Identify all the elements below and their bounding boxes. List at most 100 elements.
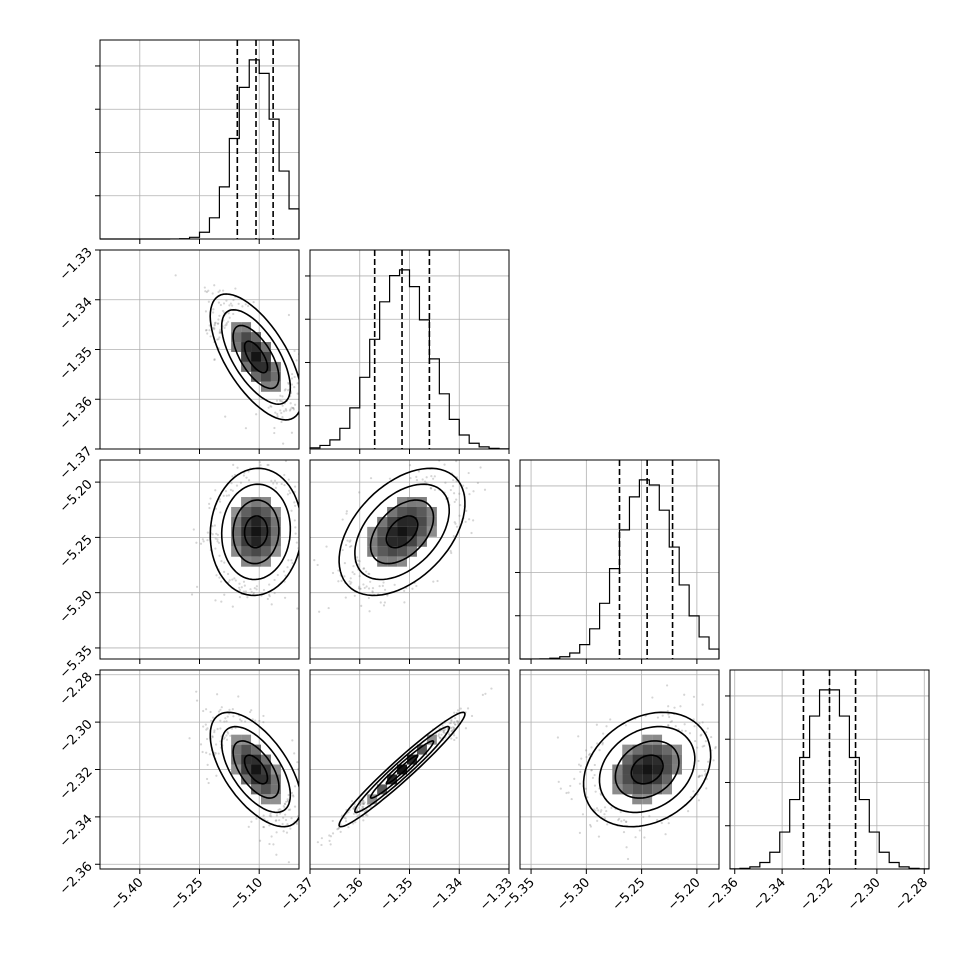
- scatter-point: [270, 405, 273, 408]
- density-cell: [632, 764, 643, 775]
- scatter-point: [383, 588, 387, 591]
- scatter-point: [234, 579, 237, 582]
- scatter-point: [303, 794, 305, 796]
- x-tick-label: −1.35: [378, 875, 417, 914]
- scatter-point: [270, 835, 273, 838]
- scatter-point: [346, 539, 349, 542]
- scatter-point: [701, 703, 704, 706]
- scatter-point: [287, 793, 290, 797]
- scatter-point: [423, 480, 427, 483]
- density-cell: [231, 332, 242, 343]
- scatter-point: [250, 709, 253, 712]
- x-tick-label: −2.30: [845, 875, 884, 914]
- density-cell: [251, 497, 261, 507]
- scatter-point: [229, 488, 233, 491]
- scatter-point: [452, 535, 455, 538]
- scatter-point: [282, 442, 285, 445]
- x-tick-label: −1.37: [278, 875, 317, 914]
- scatter-point: [581, 813, 585, 816]
- scatter-point: [222, 494, 225, 497]
- density-cell: [270, 794, 281, 805]
- contour-line: [232, 324, 280, 390]
- scatter-point: [602, 732, 605, 735]
- scatter-panel-1-3: [95, 451, 302, 664]
- scatter-point: [257, 451, 259, 453]
- scatter-point: [268, 814, 271, 817]
- scatter-point: [208, 506, 211, 510]
- scatter-point: [242, 580, 246, 583]
- density-cell: [231, 506, 242, 517]
- scatter-point: [294, 504, 297, 507]
- density-cell: [397, 506, 408, 517]
- scatter-point: [217, 338, 220, 341]
- scatter-point: [208, 329, 211, 332]
- density-cell: [377, 526, 388, 537]
- scatter-point: [603, 817, 607, 820]
- contour-line: [220, 483, 292, 581]
- scatter-point: [356, 556, 359, 559]
- scatter-point: [661, 714, 664, 717]
- scatter-point: [268, 595, 271, 598]
- scatter-point: [225, 720, 228, 723]
- scatter-point: [706, 760, 710, 763]
- scatter-point: [656, 716, 660, 719]
- density-cell: [632, 794, 643, 805]
- scatter-point: [465, 486, 468, 490]
- scatter-point: [455, 525, 459, 528]
- scatter-point: [268, 824, 271, 827]
- scatter-point: [222, 302, 226, 305]
- density-cell: [270, 516, 281, 527]
- scatter-point: [235, 484, 239, 487]
- scatter-point: [213, 358, 216, 361]
- scatter-point: [287, 861, 290, 864]
- scatter-point: [282, 816, 285, 819]
- scatter-point: [290, 406, 293, 409]
- scatter-point: [268, 583, 271, 586]
- scatter-point: [247, 479, 251, 482]
- scatter-point: [205, 290, 209, 294]
- scatter-point: [208, 502, 211, 506]
- x-tick-label: −5.40: [108, 875, 147, 914]
- scatter-point: [371, 590, 374, 593]
- scatter-point: [188, 737, 191, 740]
- scatter-point: [465, 509, 468, 512]
- scatter-point: [559, 787, 562, 790]
- density-cell: [652, 764, 663, 775]
- density-cell: [241, 516, 252, 527]
- x-tick-label: −5.20: [665, 875, 704, 914]
- scatter-point: [680, 729, 684, 732]
- histogram-line: [519, 479, 720, 660]
- scatter-point: [289, 827, 292, 830]
- scatter-point: [272, 843, 275, 846]
- x-tick-label: −5.30: [554, 875, 593, 914]
- scatter-point: [703, 744, 706, 747]
- scatter-point: [606, 823, 609, 826]
- contour-line: [582, 711, 712, 828]
- scatter-point: [358, 574, 361, 578]
- scatter-point: [273, 578, 276, 582]
- scatter-point: [336, 828, 339, 831]
- scatter-point: [238, 586, 241, 589]
- scatter-point: [219, 331, 222, 334]
- scatter-point: [453, 720, 456, 724]
- scatter-point: [610, 806, 613, 809]
- scatter-point: [417, 470, 420, 473]
- panel-border: [99, 249, 300, 450]
- scatter-point: [279, 400, 283, 403]
- scatter-point: [352, 807, 355, 810]
- scatter-point: [361, 801, 364, 804]
- density-cell: [241, 506, 252, 517]
- density-cell: [251, 556, 261, 567]
- scatter-point: [295, 541, 298, 544]
- scatter-point: [300, 528, 302, 530]
- density-cell: [387, 774, 398, 785]
- scatter-point: [227, 320, 230, 323]
- scatter-point: [211, 525, 214, 528]
- scatter-point: [667, 713, 670, 716]
- scatter-point: [704, 772, 707, 775]
- scatter-point: [205, 737, 209, 741]
- scatter-point: [701, 745, 704, 748]
- density-cell: [251, 526, 261, 537]
- scatter-point: [293, 485, 297, 488]
